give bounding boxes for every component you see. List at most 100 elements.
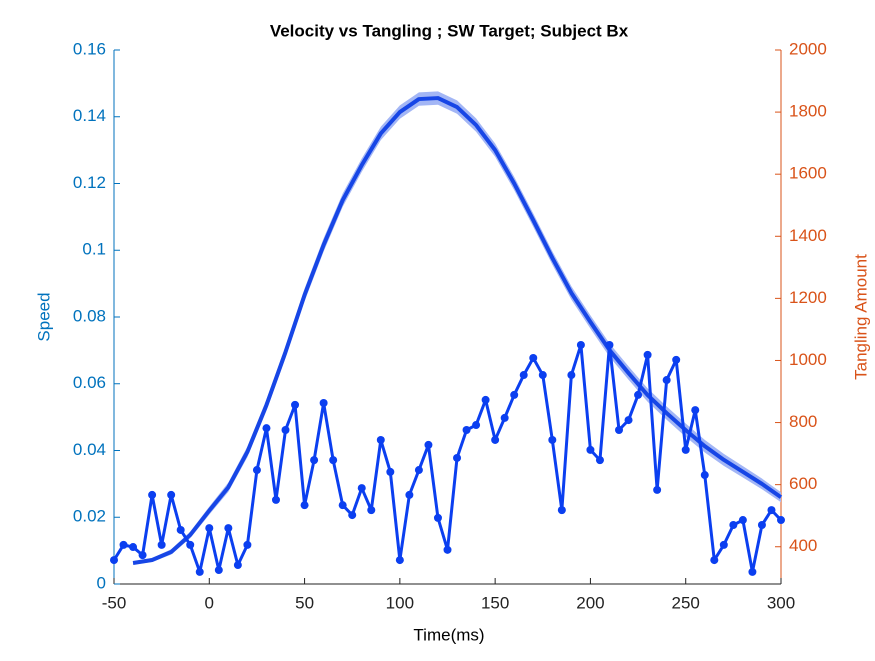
- data-point: [653, 485, 662, 494]
- data-point: [557, 506, 566, 515]
- data-point: [719, 540, 728, 549]
- data-point: [205, 524, 214, 533]
- data-point: [567, 371, 576, 380]
- data-point: [195, 567, 204, 576]
- data-point: [738, 516, 747, 525]
- y-axis-label: Speed: [34, 292, 53, 341]
- data-point: [548, 435, 557, 444]
- data-point: [691, 406, 700, 415]
- data-point: [605, 340, 614, 349]
- data-point: [157, 540, 166, 549]
- data-point: [310, 456, 319, 465]
- data-point: [138, 551, 147, 560]
- data-point: [538, 371, 547, 380]
- data-point: [576, 340, 585, 349]
- data-point: [176, 525, 185, 534]
- data-point: [510, 390, 519, 399]
- y2-tick-label: 1400: [789, 226, 827, 245]
- data-point: [529, 353, 538, 362]
- y2-tick-label: 400: [789, 536, 817, 555]
- y-tick-label: 0.06: [73, 373, 106, 392]
- data-point: [395, 556, 404, 565]
- error-band: [133, 91, 782, 565]
- data-point: [376, 435, 385, 444]
- data-point: [167, 490, 176, 499]
- data-point: [367, 506, 376, 515]
- data-point: [291, 400, 300, 409]
- y2-tick-label: 2000: [789, 39, 827, 58]
- data-point: [110, 556, 118, 565]
- series-line: [132, 96, 783, 565]
- data-point: [777, 516, 785, 525]
- x-tick-label: 300: [767, 593, 795, 612]
- x-tick-label: 200: [576, 593, 604, 612]
- data-point: [405, 490, 414, 499]
- data-point: [252, 466, 261, 475]
- data-point: [243, 540, 252, 549]
- data-point: [672, 355, 681, 364]
- series-line: [112, 343, 783, 574]
- y2-tick-label: 1600: [789, 164, 827, 183]
- data-point: [595, 456, 604, 465]
- y2-tick-label: 600: [789, 474, 817, 493]
- data-point: [767, 506, 776, 515]
- y-tick-label: 0.16: [73, 39, 106, 58]
- y2-tick-label: 800: [789, 412, 817, 431]
- data-point: [729, 521, 738, 530]
- data-point: [700, 471, 709, 480]
- data-point: [281, 426, 290, 435]
- data-point: [462, 426, 471, 435]
- y2-tick-label: 1000: [789, 350, 827, 369]
- data-point: [748, 567, 757, 576]
- data-point: [129, 543, 138, 552]
- y-tick-label: 0: [97, 573, 106, 592]
- chart-title: Velocity vs Tangling ; SW Target; Subjec…: [270, 21, 629, 40]
- data-point: [319, 398, 328, 407]
- data-point: [491, 435, 500, 444]
- x-tick-label: 250: [672, 593, 700, 612]
- data-point: [757, 521, 766, 530]
- x-tick-label: -50: [102, 593, 127, 612]
- data-point: [681, 445, 690, 454]
- x-tick-label: 0: [205, 593, 214, 612]
- data-point: [414, 466, 423, 475]
- data-point: [148, 490, 157, 499]
- x-tick-label: 100: [386, 593, 414, 612]
- data-point: [443, 545, 452, 554]
- data-point: [357, 484, 366, 493]
- data-point: [634, 390, 643, 399]
- data-point: [348, 511, 357, 520]
- data-point: [262, 424, 271, 433]
- data-point: [500, 413, 509, 422]
- y2-tick-label: 1800: [789, 102, 827, 121]
- data-point: [424, 440, 433, 449]
- y-tick-label: 0.02: [73, 507, 106, 526]
- data-point: [481, 395, 490, 404]
- data-point: [643, 350, 652, 359]
- data-point: [615, 426, 624, 435]
- data-point: [662, 376, 671, 385]
- y2-axis-label: Tangling Amount: [851, 254, 870, 380]
- data-point: [300, 501, 309, 510]
- data-point: [214, 566, 223, 575]
- data-point: [224, 524, 233, 533]
- data-point: [233, 561, 242, 570]
- data-point: [386, 467, 395, 476]
- y-tick-label: 0.08: [73, 306, 106, 325]
- x-axis-label: Time(ms): [413, 625, 484, 644]
- data-point: [119, 540, 128, 549]
- data-point: [519, 371, 528, 380]
- y-tick-label: 0.14: [73, 106, 106, 125]
- data-point: [710, 556, 719, 565]
- data-point: [338, 501, 347, 510]
- data-point: [586, 445, 595, 454]
- x-tick-label: 150: [481, 593, 509, 612]
- x-tick-label: 50: [295, 593, 314, 612]
- data-point: [433, 513, 442, 522]
- data-point: [271, 495, 280, 504]
- data-point: [329, 456, 338, 465]
- y-tick-label: 0.1: [82, 240, 106, 259]
- data-point: [472, 421, 481, 430]
